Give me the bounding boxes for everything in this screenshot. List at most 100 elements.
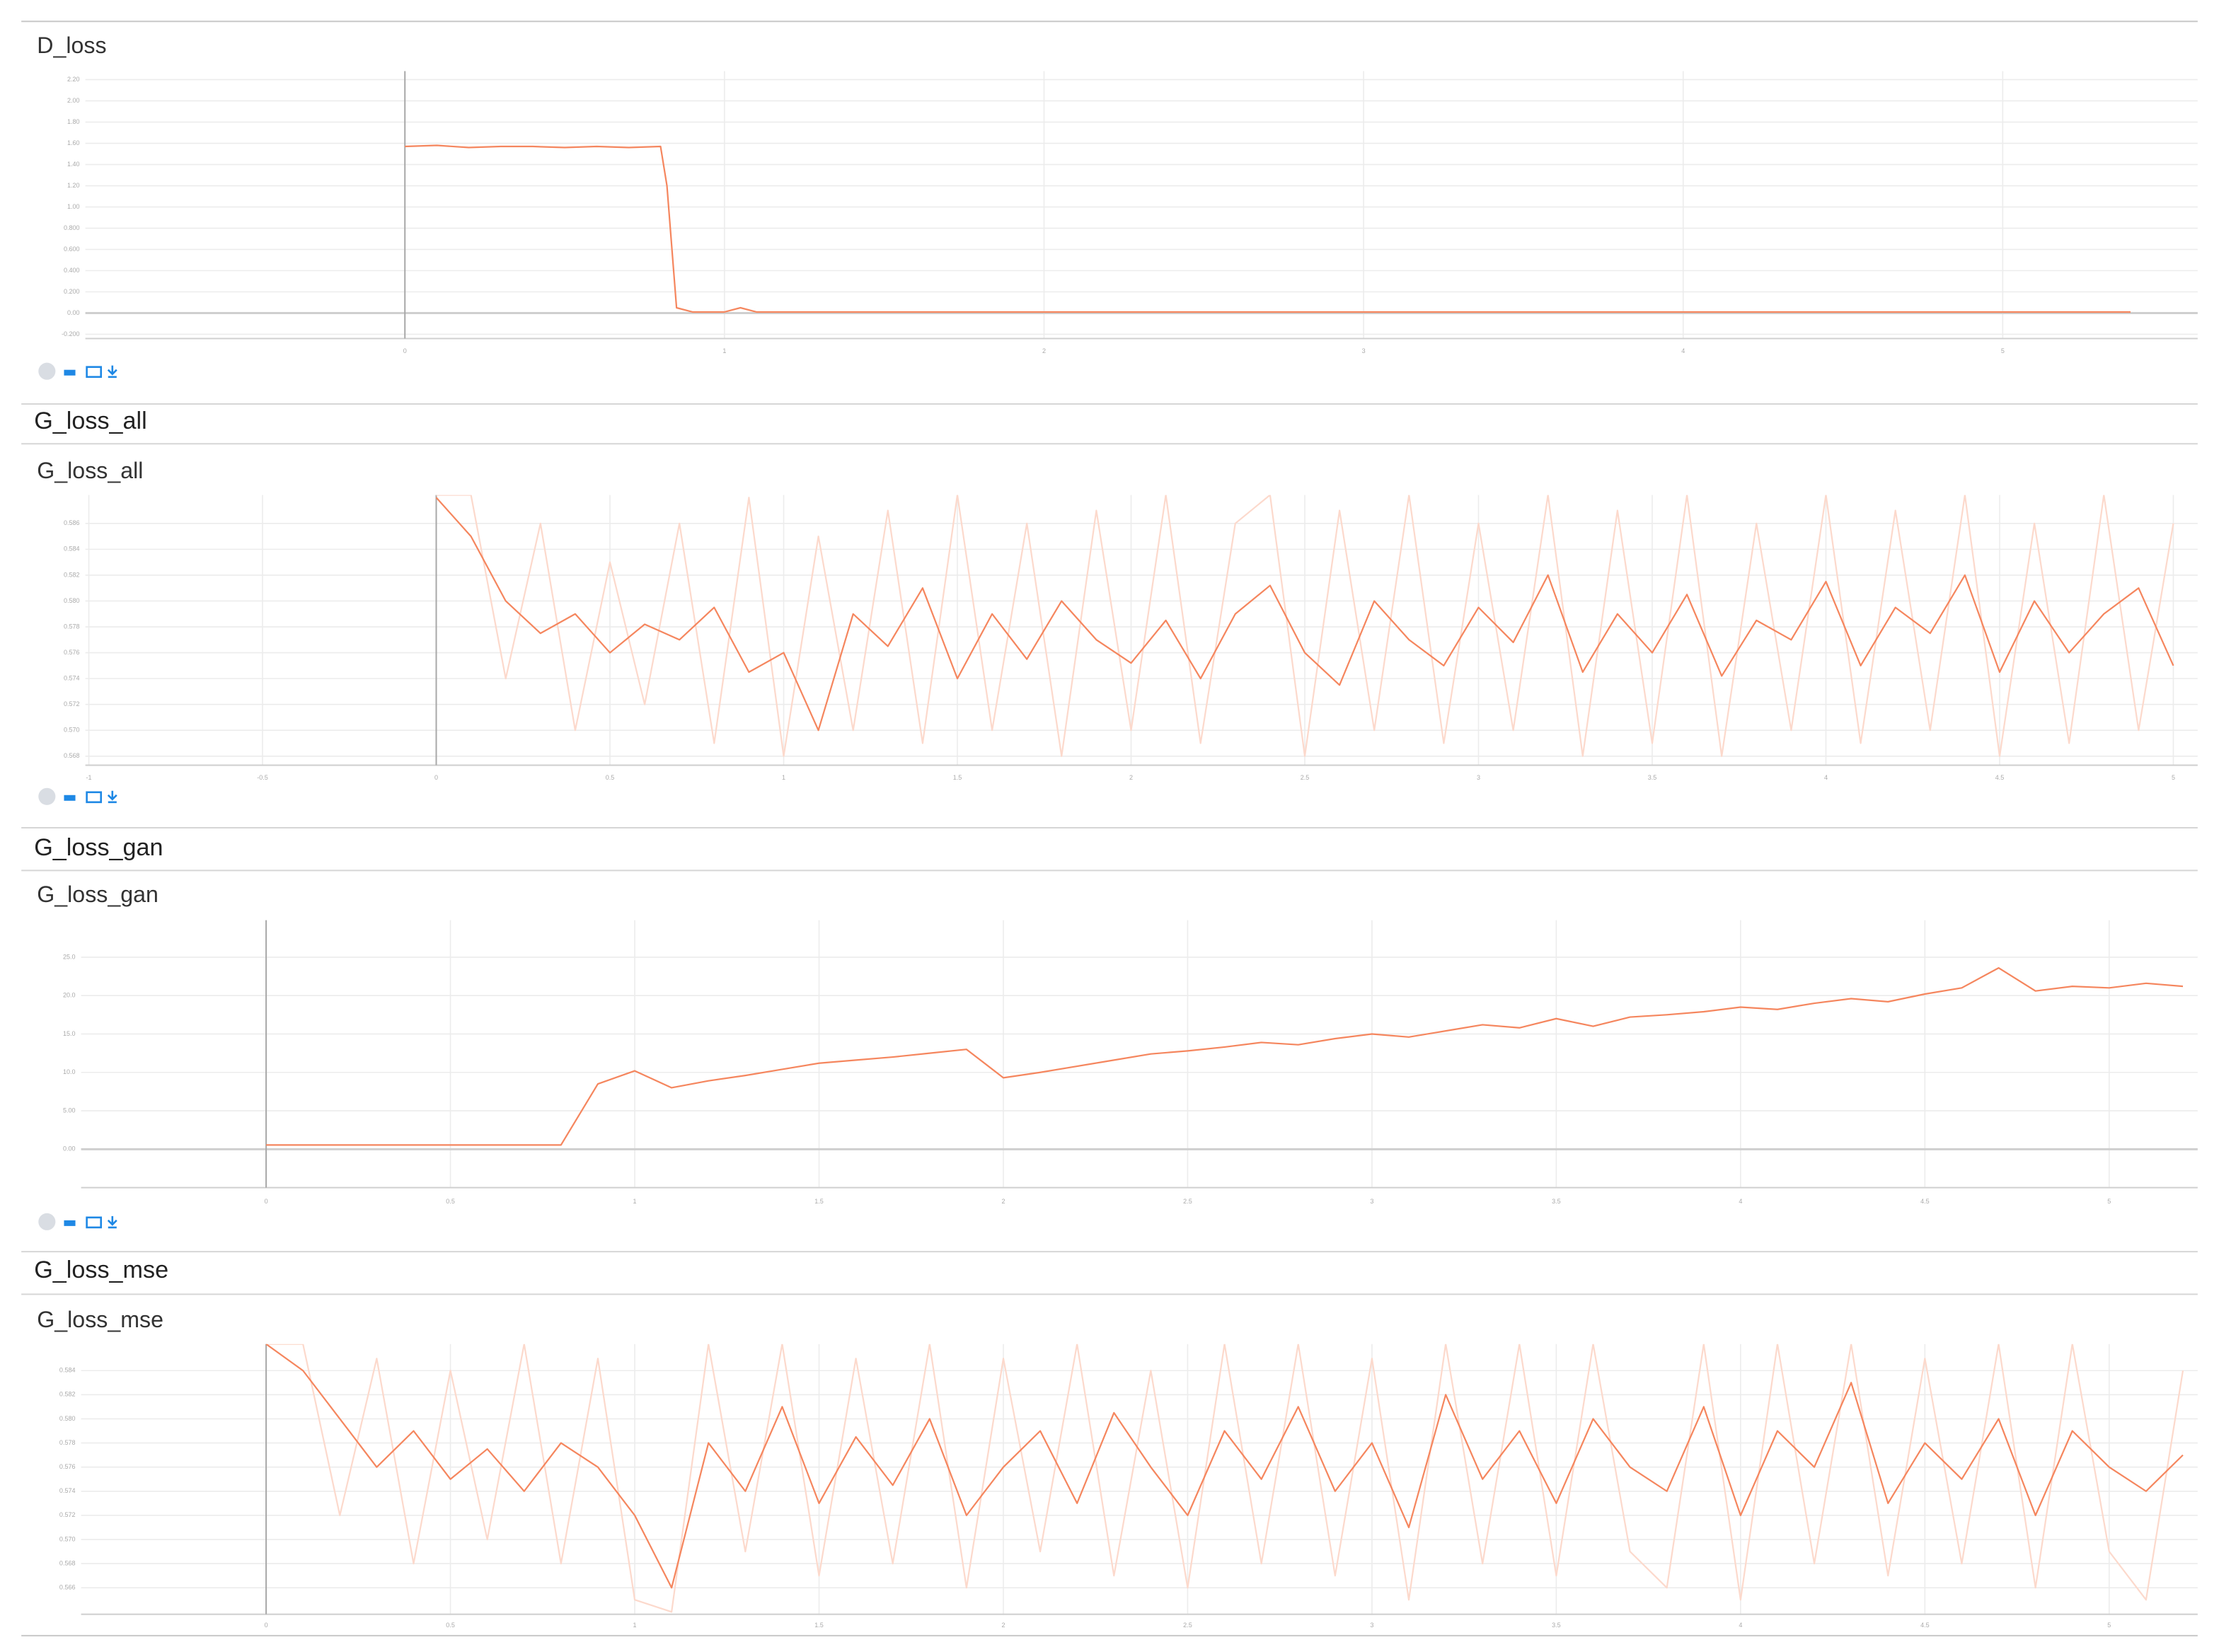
download-button[interactable] xyxy=(107,1215,117,1229)
y-tick-label: 0.576 xyxy=(64,649,80,656)
y-tick-label: 10.0 xyxy=(63,1068,76,1075)
x-tick-label: 2 xyxy=(1001,1198,1005,1205)
chart-toolbar xyxy=(38,362,117,380)
x-tick-label: 4.5 xyxy=(1995,774,2005,781)
x-tick-label: 3.5 xyxy=(1552,1198,1561,1205)
x-tick-label: 1 xyxy=(633,1622,637,1629)
log-scale-button[interactable] xyxy=(64,1220,76,1226)
x-tick-label: 2.5 xyxy=(1183,1198,1192,1205)
y-tick-label: 2.20 xyxy=(67,76,80,83)
plot-area xyxy=(435,495,2174,757)
x-tick-label: 0 xyxy=(265,1198,268,1205)
x-tick-label: 3 xyxy=(1477,774,1480,781)
fit-domain-button[interactable] xyxy=(86,1216,103,1229)
download-button[interactable] xyxy=(107,365,117,379)
x-tick-label: 2.5 xyxy=(1301,774,1310,781)
y-tick-label: 0.578 xyxy=(64,623,80,630)
plot-area xyxy=(265,1344,2184,1613)
section-header: G_loss_mse xyxy=(34,1257,168,1283)
plot-area xyxy=(266,966,2184,1146)
x-tick-label: 0.5 xyxy=(446,1198,455,1205)
x-tick-label: 5 xyxy=(2172,774,2175,781)
x-tick-label: 5 xyxy=(2107,1622,2111,1629)
y-tick-label: 0.566 xyxy=(59,1584,76,1591)
y-tick-label: 0.574 xyxy=(64,675,80,682)
data-line xyxy=(435,497,2174,732)
x-tick-label: 3.5 xyxy=(1552,1622,1561,1629)
x-tick-label: 1 xyxy=(782,774,785,781)
y-tick-label: 0.600 xyxy=(64,246,80,253)
y-tick-label: 0.582 xyxy=(59,1391,76,1398)
y-tick-label: 0.00 xyxy=(63,1145,76,1153)
fit-domain-button[interactable] xyxy=(86,366,103,379)
x-tick-label: 1.5 xyxy=(814,1622,824,1629)
x-tick-label: 5 xyxy=(2107,1198,2111,1205)
expand-button[interactable] xyxy=(38,362,56,380)
y-tick-label: 1.00 xyxy=(67,203,80,210)
y-tick-label: 20.0 xyxy=(63,992,76,999)
download-button[interactable] xyxy=(107,790,117,804)
expand-button[interactable] xyxy=(38,1213,56,1230)
y-tick-label: 0.584 xyxy=(59,1367,76,1374)
x-tick-label: 4.5 xyxy=(1920,1198,1930,1205)
section-header: G_loss_gan xyxy=(34,834,163,861)
x-tick-label: 3.5 xyxy=(1648,774,1657,781)
x-tick-label: -0.5 xyxy=(257,774,268,781)
fit-domain-button[interactable] xyxy=(86,791,103,804)
log-scale-button[interactable] xyxy=(64,369,76,376)
y-tick-label: 1.20 xyxy=(67,182,80,189)
y-tick-label: 0.582 xyxy=(64,571,80,578)
y-tick-label: 0.570 xyxy=(59,1535,76,1542)
y-tick-label: 0.586 xyxy=(64,519,80,526)
data-line xyxy=(266,966,2184,1146)
y-tick-label: 0.574 xyxy=(59,1487,76,1494)
plot-area xyxy=(405,144,2131,313)
x-tick-label: 4.5 xyxy=(1920,1622,1930,1629)
y-tick-label: 0.580 xyxy=(59,1415,76,1422)
x-tick-label: 5 xyxy=(2001,347,2005,354)
y-tick-label: 0.572 xyxy=(64,700,80,707)
x-tick-label: 4 xyxy=(1739,1198,1742,1205)
x-tick-label: 4 xyxy=(1681,347,1685,354)
x-tick-label: 4 xyxy=(1824,774,1828,781)
x-tick-label: 1.5 xyxy=(953,774,962,781)
x-tick-label: 3 xyxy=(1362,347,1366,354)
x-tick-label: 2 xyxy=(1129,774,1133,781)
x-tick-label: 2 xyxy=(1042,347,1046,354)
x-tick-label: 2.5 xyxy=(1183,1622,1192,1629)
chart-toolbar xyxy=(38,1213,117,1230)
y-tick-label: 2.00 xyxy=(67,97,80,104)
data-line xyxy=(405,144,2131,313)
y-tick-label: 25.0 xyxy=(63,953,76,960)
y-tick-label: 0.580 xyxy=(64,597,80,604)
x-tick-label: 0 xyxy=(434,774,438,781)
x-tick-label: 1.5 xyxy=(814,1198,824,1205)
y-tick-label: 1.40 xyxy=(67,161,80,168)
y-tick-label: 0.584 xyxy=(64,545,80,553)
y-tick-label: 0.00 xyxy=(67,309,80,316)
chart-title: G_loss_all xyxy=(37,458,143,483)
y-tick-label: 0.800 xyxy=(64,224,80,231)
y-tick-label: 15.0 xyxy=(63,1030,76,1037)
x-tick-label: 4 xyxy=(1739,1622,1742,1629)
x-tick-label: 0 xyxy=(265,1622,268,1629)
log-scale-button[interactable] xyxy=(64,795,76,801)
x-tick-label: 3 xyxy=(1370,1622,1373,1629)
x-tick-label: 0.5 xyxy=(446,1622,455,1629)
chart-title: G_loss_mse xyxy=(37,1307,163,1332)
x-tick-label: 1 xyxy=(722,347,726,354)
y-tick-label: 0.578 xyxy=(59,1439,76,1446)
x-tick-label: 3 xyxy=(1370,1198,1373,1205)
data-line xyxy=(265,1344,2184,1589)
y-tick-label: 0.570 xyxy=(64,727,80,734)
x-tick-label: 1 xyxy=(633,1198,637,1205)
y-tick-label: 0.400 xyxy=(64,267,80,274)
y-tick-label: 0.200 xyxy=(64,288,80,295)
y-tick-label: 5.00 xyxy=(63,1107,76,1114)
y-tick-label: 1.60 xyxy=(67,139,80,146)
raw-data-line xyxy=(266,1344,2184,1613)
expand-button[interactable] xyxy=(38,787,56,805)
y-tick-label: 1.80 xyxy=(67,118,80,125)
y-tick-label: -0.200 xyxy=(62,330,80,337)
